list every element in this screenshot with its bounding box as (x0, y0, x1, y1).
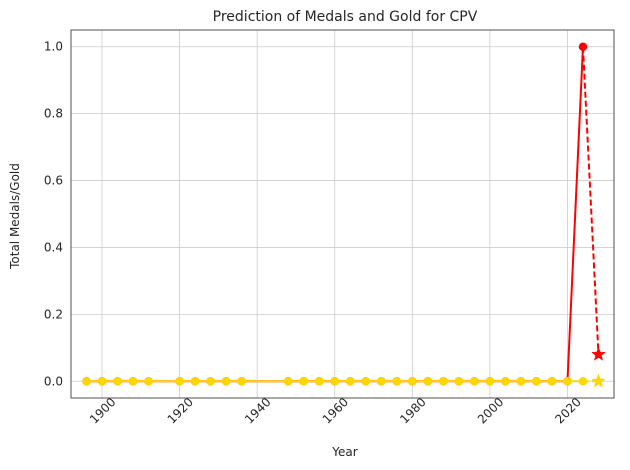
data-point-gold (221, 377, 231, 386)
series-line-medals-prediction (581, 46, 600, 355)
grid (71, 30, 614, 398)
x-tick-label: 1940 (242, 395, 273, 426)
data-point-gold (82, 377, 91, 386)
data-point-gold (392, 377, 401, 386)
x-tick-label: 2000 (475, 395, 506, 426)
y-tick-label: 0.2 (44, 307, 63, 321)
data-point-gold (206, 377, 215, 386)
chart-title: Prediction of Medals and Gold for CPV (213, 9, 478, 25)
y-tick-label: 0.6 (44, 174, 63, 188)
y-axis-label: Total Medals/Gold (8, 163, 22, 270)
data-point-medals (578, 42, 588, 51)
data-point-gold (237, 377, 246, 386)
data-point-gold (547, 377, 557, 386)
axes-frame (70, 29, 615, 399)
data-point-gold (423, 377, 433, 386)
data-point-gold (563, 377, 572, 386)
data-point-gold (516, 377, 526, 386)
x-tick-label: 2020 (552, 395, 583, 426)
data-point-gold (175, 377, 184, 386)
plot-area-border (70, 29, 615, 399)
data-point-gold (113, 377, 122, 386)
data-point-gold (439, 377, 448, 386)
data-point-gold (377, 377, 386, 386)
x-tick-label: 1920 (165, 395, 196, 426)
data-point-gold (190, 377, 200, 386)
data-point-gold (128, 377, 138, 386)
data-point-gold-prediction (591, 373, 606, 388)
y-tick-label: 0.8 (44, 107, 63, 121)
series-group (82, 42, 606, 388)
data-point-gold (299, 377, 308, 386)
data-point-gold (454, 377, 464, 386)
data-point-gold (485, 377, 495, 386)
data-point-gold (408, 377, 417, 386)
data-point-gold (144, 377, 153, 386)
data-point-gold (284, 377, 293, 386)
data-point-gold (346, 377, 355, 386)
data-point-gold (361, 377, 370, 386)
y-tick-label: 0.4 (44, 240, 63, 254)
x-tick-label: 1900 (87, 395, 118, 426)
y-tick-label: 1.0 (44, 40, 63, 54)
data-point-gold (501, 377, 510, 386)
x-tick-label: 1980 (397, 395, 428, 426)
data-point-gold (532, 377, 541, 386)
data-point-gold (470, 377, 479, 386)
data-point-medals-prediction (591, 346, 606, 361)
y-tick-label: 0.0 (44, 374, 63, 388)
x-tick-label: 1960 (320, 395, 351, 426)
ticks: 1900 1920 1940 1960 1980 2000 2020 0.0 0.2 0.4 0.6… (44, 40, 584, 427)
data-point-gold (330, 377, 339, 386)
data-point-gold (315, 377, 324, 386)
data-point-gold (97, 377, 107, 386)
x-axis-label: Year (331, 445, 357, 459)
